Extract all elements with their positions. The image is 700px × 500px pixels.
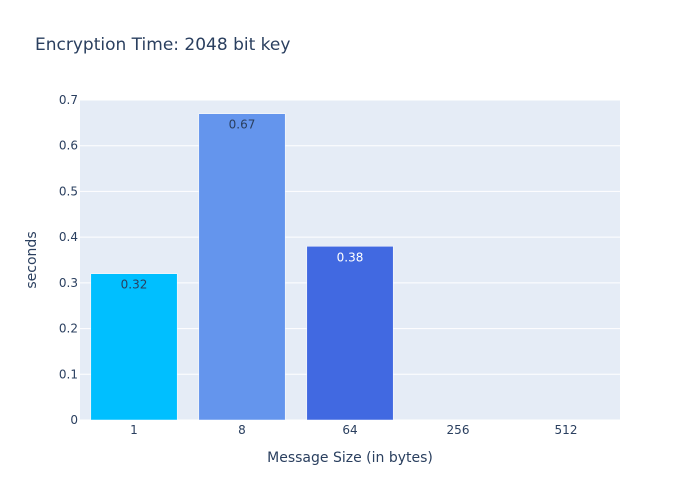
- bar-8[interactable]: [198, 113, 286, 421]
- chart-title: Encryption Time: 2048 bit key: [35, 35, 290, 55]
- y-tick-label: 0.5: [59, 184, 78, 198]
- y-tick-label: 0.6: [59, 139, 78, 153]
- y-tick-label: 0: [70, 413, 78, 427]
- x-tick-label: 256: [447, 423, 470, 437]
- y-tick-label: 0.3: [59, 276, 78, 290]
- y-tick-label: 0.4: [59, 230, 78, 244]
- data-label-64: 0.38: [337, 250, 364, 264]
- x-tick-label: 8: [238, 423, 246, 437]
- data-labels: 0.32 0.67 0.38: [121, 118, 364, 292]
- x-axis-title: Message Size (in bytes): [267, 450, 433, 466]
- y-axis-title: seconds: [24, 231, 40, 288]
- x-tick-label: 1: [130, 423, 138, 437]
- y-tick-label: 0.2: [59, 322, 78, 336]
- data-label-8: 0.67: [229, 118, 256, 132]
- bar-1[interactable]: [90, 273, 178, 421]
- bar-64[interactable]: [306, 246, 394, 421]
- y-tick-label: 0.1: [59, 367, 78, 381]
- y-axis-ticks: 0 0.1 0.2 0.3 0.4 0.5 0.6 0.7: [59, 93, 78, 427]
- x-tick-label: 64: [342, 423, 357, 437]
- bars: [90, 113, 394, 421]
- y-tick-label: 0.7: [59, 93, 78, 107]
- data-label-1: 0.32: [121, 278, 148, 292]
- x-tick-label: 512: [555, 423, 578, 437]
- x-axis-ticks: 1 8 64 256 512: [130, 423, 577, 437]
